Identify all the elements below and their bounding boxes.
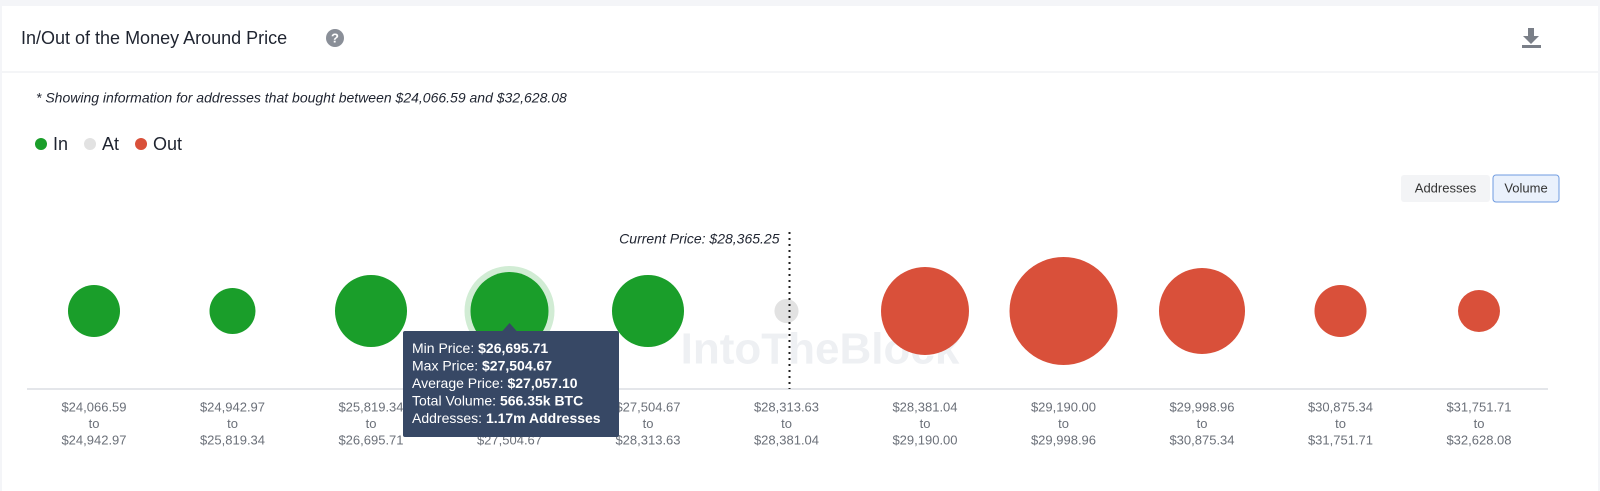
tooltip-row: Max Price: $27,504.67 [412,357,552,373]
tooltip-row: Average Price: $27,057.10 [412,375,578,391]
x-tick-label: $24,942.97 [200,399,265,414]
x-tick-label: $28,381.04 [892,399,957,414]
tooltip-label: Min Price: [412,340,474,356]
x-tick-label: $30,875.34 [1169,432,1234,447]
tooltip-row: Min Price: $26,695.71 [412,340,548,356]
x-tick-label: $29,190.00 [1031,399,1096,414]
x-tick-label: to [1058,416,1069,431]
toggle-button[interactable] [1492,174,1560,203]
x-tick-label: $31,751.71 [1308,432,1373,447]
x-tick-label: $29,190.00 [892,432,957,447]
legend-swatch [135,138,148,150]
x-tick-label: $28,381.04 [754,432,819,447]
legend-label: Out [153,134,182,154]
bubble[interactable] [209,288,256,334]
x-tick-label: $27,504.67 [615,399,680,414]
x-tick-label: $29,998.96 [1169,399,1234,414]
tooltip-value: 566.35k BTC [500,392,583,408]
help-icon[interactable] [326,29,344,47]
tooltip-box [403,331,619,437]
tooltip-label: Average Price: [412,375,504,391]
toggle-button[interactable] [1401,175,1490,202]
tooltip-label: Addresses: [412,410,482,426]
bubble[interactable] [1314,284,1367,338]
x-tick-label: to [1197,416,1208,431]
x-tick-label: $24,066.59 [61,399,126,414]
x-tick-label: to [227,416,238,431]
legend-swatch [84,138,97,150]
tooltip-pointer [501,323,518,332]
tooltip-row: Total Volume: 566.35k BTC [412,392,583,408]
bubble[interactable] [470,272,549,350]
bubble[interactable] [1009,257,1118,365]
x-tick-label: to [643,416,654,431]
x-tick-label: $25,819.34 [200,432,265,447]
card [2,6,1598,491]
help-icon-mark: ? [331,30,339,45]
x-tick-label: $30,875.34 [1308,399,1373,414]
tooltip-label: Max Price: [412,357,478,373]
tooltip-value: $26,695.71 [478,340,548,356]
bubble[interactable] [774,298,799,324]
toggle-label: Addresses [1415,180,1477,195]
x-tick-label: $26,695.71 [338,432,403,447]
tooltip-value: $27,504.67 [482,357,552,373]
x-tick-label: to [920,416,931,431]
bubble[interactable] [1158,267,1246,355]
tooltip-row: Addresses: 1.17m Addresses [412,410,601,426]
bubble[interactable] [611,274,685,348]
legend-label: In [53,134,68,154]
bubble[interactable] [334,274,408,348]
legend-swatch [35,138,47,150]
x-tick-label: $28,313.63 [615,432,680,447]
bubble[interactable] [1458,290,1500,332]
download-icon[interactable] [1522,28,1541,48]
tooltip-value: 1.17m Addresses [486,410,601,426]
x-tick-label: to [1474,416,1485,431]
bubble[interactable] [67,284,121,338]
x-tick-label: $31,751.71 [1446,399,1511,414]
legend-label: At [102,134,119,154]
tooltip-value: $27,057.10 [507,375,577,391]
x-tick-label: to [89,416,100,431]
x-tick-label: $32,628.08 [1446,432,1511,447]
x-tick-label: to [781,416,792,431]
x-tick-label: $25,819.34 [338,399,403,414]
x-tick-label: to [1335,416,1346,431]
chart-title: In/Out of the Money Around Price [21,28,287,48]
x-tick-label: $28,313.63 [754,399,819,414]
tooltip-label: Total Volume: [412,392,496,408]
x-tick-label: $24,942.97 [61,432,126,447]
toggle-label: Volume [1504,180,1547,195]
subtitle: * Showing information for addresses that… [36,90,567,106]
current-price-label: Current Price: $28,365.25 [619,231,780,247]
bubble[interactable] [881,267,969,355]
x-tick-label: $29,998.96 [1031,432,1096,447]
x-tick-label: to [366,416,377,431]
